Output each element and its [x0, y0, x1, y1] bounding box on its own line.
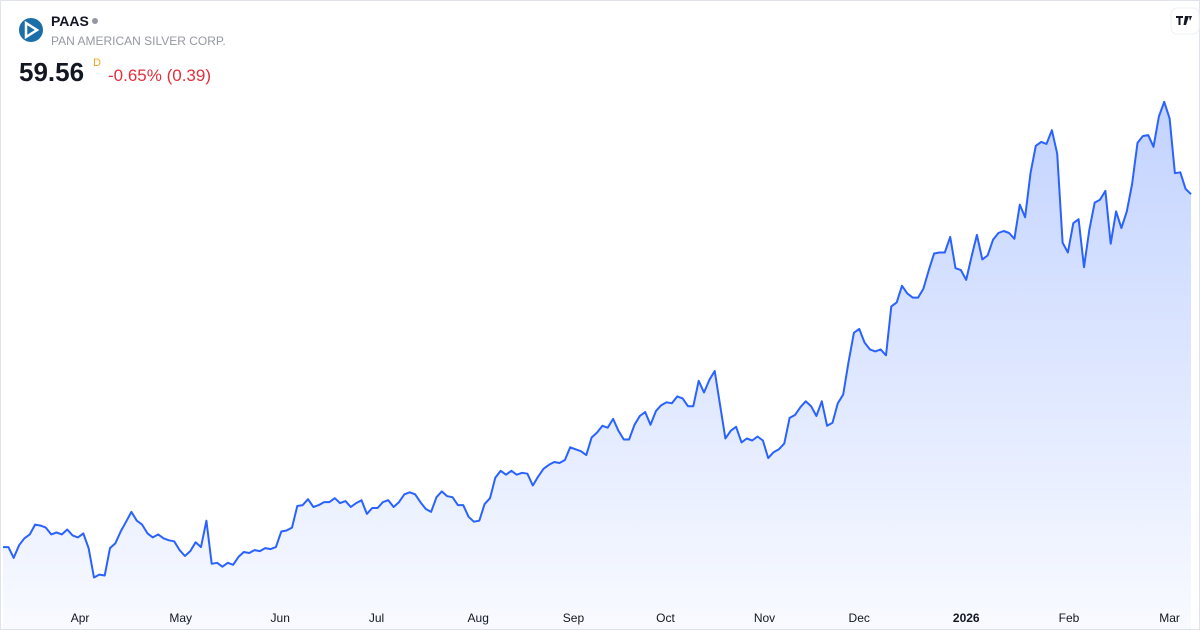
x-tick-label: May	[169, 611, 192, 625]
status-dot	[92, 18, 98, 24]
x-tick-label: Jun	[271, 611, 290, 625]
x-tick-label: Jul	[369, 611, 384, 625]
x-tick-label: Apr	[71, 611, 90, 625]
x-tick-label: Oct	[656, 611, 675, 625]
logo-mark	[24, 20, 40, 40]
logo	[19, 18, 43, 42]
x-tick-label: Aug	[468, 611, 489, 625]
x-tick-label: 2026	[953, 611, 980, 625]
area-fill	[3, 101, 1191, 630]
interval: D	[93, 57, 101, 69]
x-tick-label: Dec	[849, 611, 870, 625]
x-tick-label: Sep	[563, 611, 585, 625]
tv-logo[interactable]	[1176, 16, 1192, 25]
company-name: PAN AMERICAN SILVER CORP.	[51, 34, 226, 48]
price: 59.56	[19, 57, 84, 87]
x-tick-label: Nov	[754, 611, 775, 625]
symbol: PAAS	[51, 13, 89, 29]
x-tick-label: Feb	[1059, 611, 1080, 625]
price-line	[3, 100, 1192, 579]
x-tick-label: Mar	[1159, 611, 1180, 625]
change: -0.65% (0.39)	[108, 66, 211, 85]
